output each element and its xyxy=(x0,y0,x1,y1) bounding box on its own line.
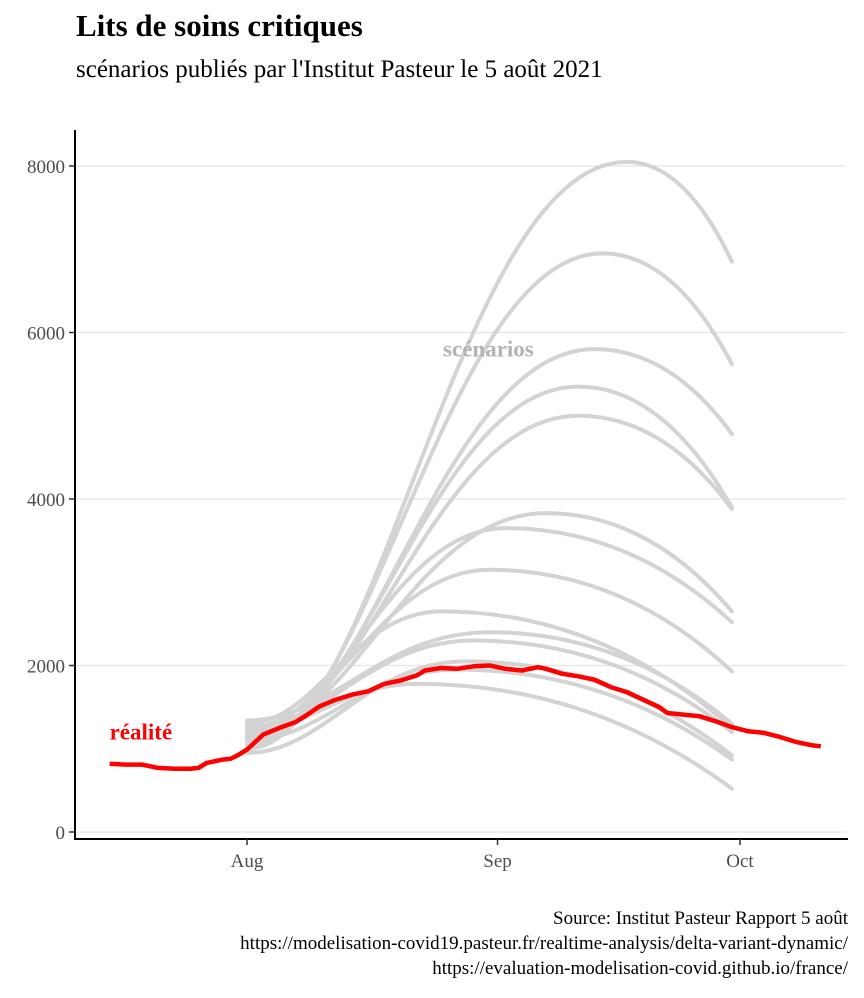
y-tick-label-4000: 4000 xyxy=(27,490,65,511)
y-tick-label-8000: 8000 xyxy=(27,157,65,178)
x-tick-label-aug: Aug xyxy=(231,851,264,872)
scenarios-label: scénarios xyxy=(443,336,534,361)
caption-line-3: https://evaluation-modelisation-covid.gi… xyxy=(432,958,848,979)
x-tick-label-sep: Sep xyxy=(483,851,512,872)
y-tick-label-2000: 2000 xyxy=(27,657,65,678)
reality-line xyxy=(109,663,822,771)
grid-lines xyxy=(77,165,846,833)
scenario-line-8 xyxy=(245,567,734,730)
reality-label: réalité xyxy=(110,719,173,744)
source-caption: Source: Institut Pasteur Rapport 5 août … xyxy=(240,906,848,981)
annotations: réalité scénarios xyxy=(110,336,534,744)
x-tick-label-oct: Oct xyxy=(726,851,754,872)
scenario-line-10 xyxy=(245,630,734,726)
caption-line-2: https://modelisation-covid19.pasteur.fr/… xyxy=(240,933,848,954)
scenario-line-11 xyxy=(245,638,734,735)
caption-line-1: Source: Institut Pasteur Rapport 5 août xyxy=(553,908,848,929)
chart-subtitle: scénarios publiés par l'Institut Pasteur… xyxy=(76,56,603,83)
scenario-lines xyxy=(245,159,734,791)
y-tick-label-6000: 6000 xyxy=(27,324,65,345)
scenario-line-5 xyxy=(245,413,734,739)
y-tick-label-0: 0 xyxy=(56,823,66,844)
axes: 0 2000 4000 6000 8000 Aug Sep Oct xyxy=(27,130,848,872)
chart-title: Lits de soins critiques xyxy=(76,8,363,43)
reality-series-line xyxy=(109,663,822,771)
